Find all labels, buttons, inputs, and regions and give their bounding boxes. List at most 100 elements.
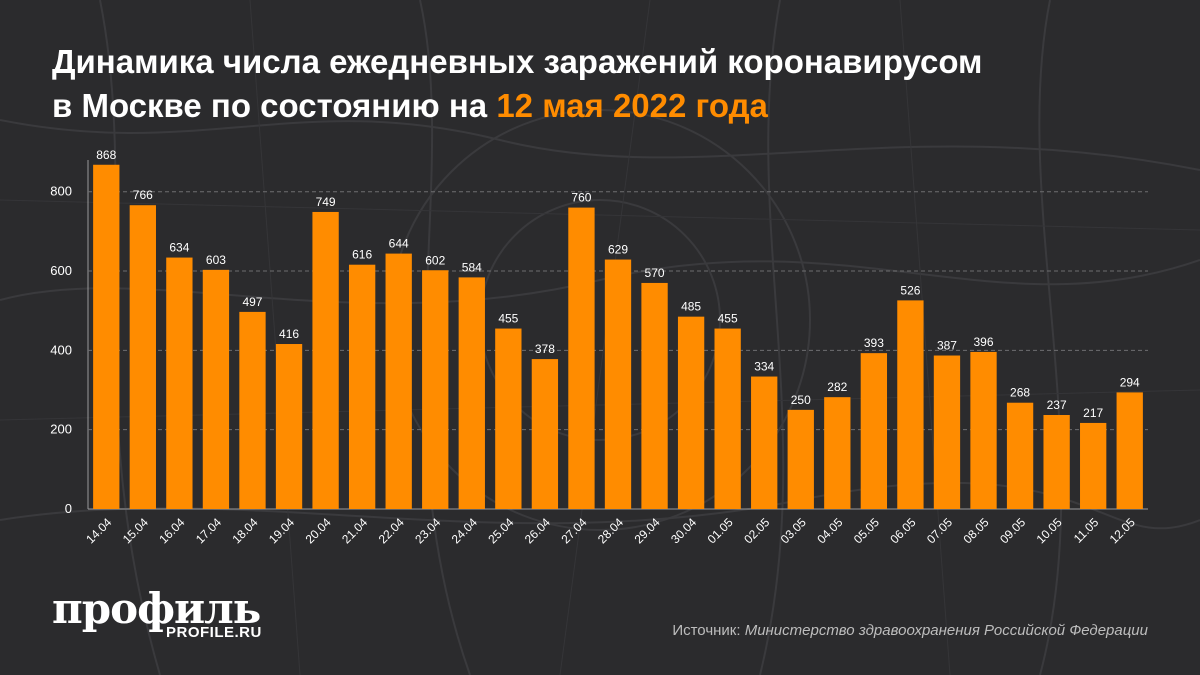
data-label: 570 — [645, 266, 665, 280]
data-label: 644 — [389, 237, 409, 251]
bar — [495, 328, 522, 509]
bar — [897, 300, 924, 509]
x-tick-label: 20.04 — [303, 515, 334, 546]
x-tick-label: 09.05 — [997, 515, 1028, 546]
bar — [677, 316, 705, 509]
y-tick-label: 800 — [50, 184, 72, 199]
title-line1: Динамика числа ежедневных заражений коро… — [52, 43, 983, 80]
data-label: 378 — [535, 342, 555, 356]
chart-title: Динамика числа ежедневных заражений коро… — [52, 40, 1152, 128]
bar — [93, 164, 120, 509]
bar — [1080, 422, 1107, 509]
x-tick-label: 07.05 — [924, 515, 955, 546]
data-label: 760 — [571, 191, 591, 205]
x-tick-label: 17.04 — [193, 515, 224, 546]
bar — [1116, 392, 1143, 509]
data-label: 217 — [1083, 406, 1103, 420]
data-label: 616 — [352, 248, 372, 262]
data-label: 268 — [1010, 386, 1030, 400]
y-tick-label: 600 — [50, 263, 72, 278]
data-label: 282 — [827, 380, 847, 394]
bar — [860, 353, 888, 509]
bar — [751, 376, 778, 509]
bar — [1006, 402, 1034, 509]
data-label: 526 — [900, 283, 920, 297]
data-label: 497 — [242, 295, 262, 309]
x-tick-label: 14.04 — [83, 515, 114, 546]
x-tick-label: 27.04 — [558, 515, 589, 546]
x-tick-label: 28.04 — [595, 515, 626, 546]
bar — [422, 270, 449, 509]
data-label: 416 — [279, 327, 299, 341]
bar — [531, 359, 559, 509]
bar — [458, 277, 485, 509]
bar — [312, 211, 339, 509]
bar — [202, 269, 230, 509]
data-label: 455 — [498, 312, 518, 326]
y-tick-label: 200 — [50, 422, 72, 437]
data-label: 749 — [316, 195, 336, 209]
data-label: 584 — [462, 260, 482, 274]
y-tick-label: 400 — [50, 342, 72, 357]
y-tick-label: 0 — [65, 501, 72, 516]
profile-logo-url: PROFILE.RU — [166, 624, 262, 641]
x-tick-label: 22.04 — [376, 515, 407, 546]
x-tick-label: 08.05 — [961, 515, 992, 546]
data-label: 237 — [1047, 398, 1067, 412]
data-label: 393 — [864, 336, 884, 350]
data-label: 629 — [608, 243, 628, 257]
title-date: 12 мая 2022 года — [496, 87, 768, 124]
data-label: 387 — [937, 339, 957, 353]
x-tick-label: 29.04 — [632, 515, 663, 546]
bar — [348, 264, 376, 509]
x-tick-label: 26.04 — [522, 515, 553, 546]
data-label: 294 — [1120, 375, 1140, 389]
bar — [604, 259, 632, 509]
x-tick-label: 16.04 — [156, 515, 187, 546]
x-tick-label: 23.04 — [412, 515, 443, 546]
data-label: 455 — [718, 312, 738, 326]
x-tick-label: 21.04 — [339, 515, 370, 546]
bar — [129, 205, 156, 509]
x-tick-label: 03.05 — [778, 515, 809, 546]
bar — [1043, 415, 1070, 509]
x-tick-label: 30.04 — [668, 515, 699, 546]
source-text: Министерство здравоохранения Российской … — [744, 622, 1148, 639]
bar — [568, 207, 595, 509]
data-label: 334 — [754, 360, 774, 374]
x-tick-label: 01.05 — [705, 515, 736, 546]
x-tick-label: 11.05 — [1071, 515, 1102, 546]
x-tick-label: 10.05 — [1034, 515, 1065, 546]
data-label: 868 — [96, 148, 116, 162]
x-tick-label: 04.05 — [814, 515, 845, 546]
data-label: 634 — [169, 241, 189, 255]
data-label: 485 — [681, 300, 701, 314]
data-label: 396 — [974, 335, 994, 349]
bar — [641, 282, 668, 509]
x-tick-label: 25.04 — [485, 515, 516, 546]
x-tick-label: 15.04 — [120, 515, 151, 546]
data-label: 250 — [791, 393, 811, 407]
bar — [239, 311, 266, 509]
bar — [787, 409, 814, 509]
profile-logo: профиль — [52, 584, 261, 633]
bar — [385, 253, 412, 509]
source-label: Источник: — [672, 622, 745, 639]
bar — [824, 397, 851, 509]
data-label: 602 — [425, 253, 445, 267]
data-label: 766 — [133, 188, 153, 202]
x-tick-label: 06.05 — [887, 515, 918, 546]
x-tick-label: 18.04 — [229, 515, 260, 546]
source-note: Источник: Министерство здравоохранения Р… — [672, 622, 1148, 639]
x-tick-label: 24.04 — [449, 515, 480, 546]
bar — [970, 351, 997, 509]
bar — [933, 355, 961, 509]
x-tick-label: 12.05 — [1107, 515, 1138, 546]
bar — [166, 257, 193, 509]
title-line2-prefix: в Москве по состоянию на — [52, 87, 497, 124]
data-label: 603 — [206, 253, 226, 267]
x-tick-label: 19.04 — [266, 515, 297, 546]
x-tick-label: 02.05 — [741, 515, 772, 546]
